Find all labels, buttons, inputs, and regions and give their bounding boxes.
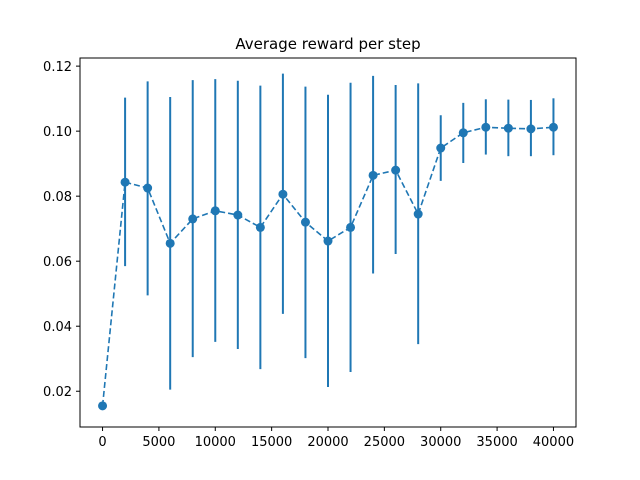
y-tick-label: 0.08 xyxy=(43,190,72,205)
y-tick-label: 0.10 xyxy=(43,125,72,140)
data-point xyxy=(368,170,378,180)
data-point xyxy=(233,210,243,220)
x-tick-label: 0 xyxy=(98,435,106,450)
axis-ticks: 0 5000 10000 15000 20000 25000 30000 35000 40000… xyxy=(43,60,574,450)
y-tick-label: 0.04 xyxy=(43,320,72,335)
data-point xyxy=(323,236,333,246)
y-tick-label: 0.02 xyxy=(43,385,72,400)
data-point xyxy=(458,128,468,138)
x-tick-label: 15000 xyxy=(251,435,292,450)
y-tick-label: 0.06 xyxy=(43,255,72,270)
x-tick-label: 20000 xyxy=(307,435,348,450)
data-point xyxy=(526,124,536,134)
x-tick-label: 35000 xyxy=(476,435,517,450)
data-point xyxy=(255,222,265,232)
data-point xyxy=(548,122,558,132)
data-point xyxy=(120,177,130,187)
data-point xyxy=(143,183,153,193)
chart-title: Average reward per step xyxy=(235,35,420,53)
x-tick-label: 40000 xyxy=(533,435,574,450)
data-point xyxy=(165,238,175,248)
data-point xyxy=(210,206,220,216)
data-point xyxy=(436,143,446,153)
data-point xyxy=(391,165,401,175)
plot-area xyxy=(98,73,558,411)
data-point xyxy=(481,122,491,132)
data-point xyxy=(98,401,108,411)
data-point xyxy=(413,209,423,219)
x-tick-label: 25000 xyxy=(364,435,405,450)
data-point xyxy=(278,189,288,199)
x-tick-label: 30000 xyxy=(420,435,461,450)
x-tick-label: 5000 xyxy=(142,435,175,450)
data-point xyxy=(503,123,513,133)
data-point xyxy=(188,214,198,224)
y-tick-label: 0.12 xyxy=(43,60,72,75)
series-line xyxy=(101,126,554,406)
data-point xyxy=(346,222,356,232)
data-point xyxy=(300,217,310,227)
x-tick-label: 10000 xyxy=(195,435,236,450)
